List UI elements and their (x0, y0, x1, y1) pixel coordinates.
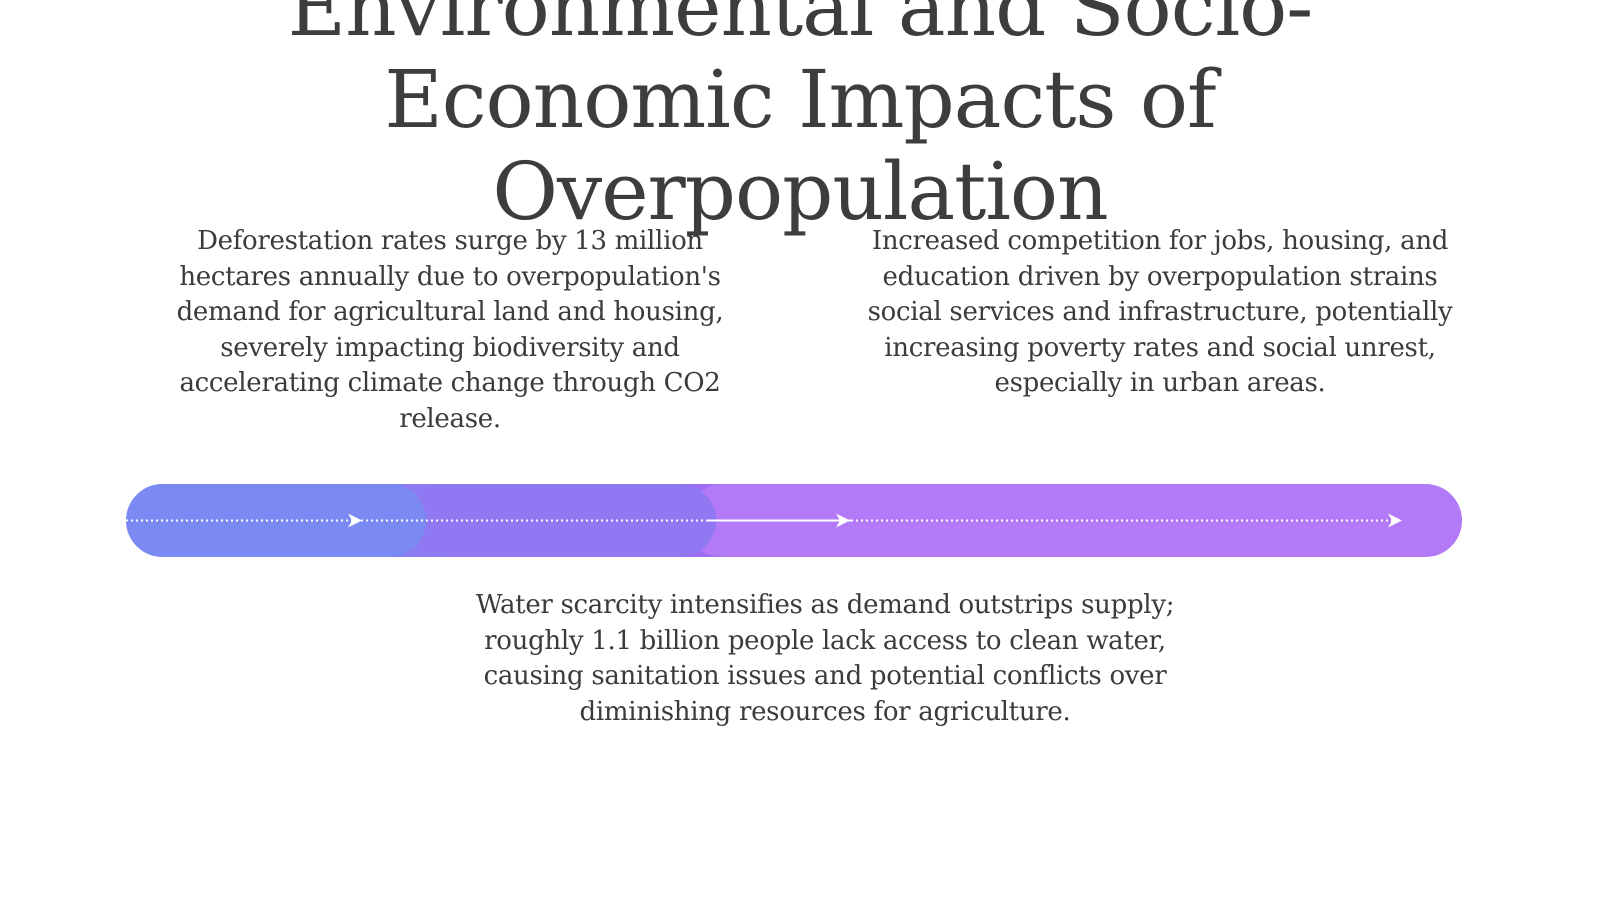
arrow-right-icon (348, 513, 362, 528)
impact-social-text: Increased competition for jobs, housing,… (867, 226, 1453, 398)
arrow-right-icon (1388, 513, 1402, 528)
timeline-bar (126, 484, 1462, 557)
title-line-2: Economic Impacts of (384, 53, 1216, 146)
impact-water-text: Water scarcity intensifies as demand out… (475, 590, 1175, 727)
page-title: Environmental and Socio- Economic Impact… (0, 0, 1600, 238)
timeline-arrows (126, 513, 1402, 528)
title-line-3: Overpopulation (492, 145, 1108, 238)
arrow-right-icon (836, 513, 850, 528)
title-line-1: Environmental and Socio- (287, 0, 1314, 54)
impact-deforestation-text: Deforestation rates surge by 13 million … (176, 226, 724, 434)
